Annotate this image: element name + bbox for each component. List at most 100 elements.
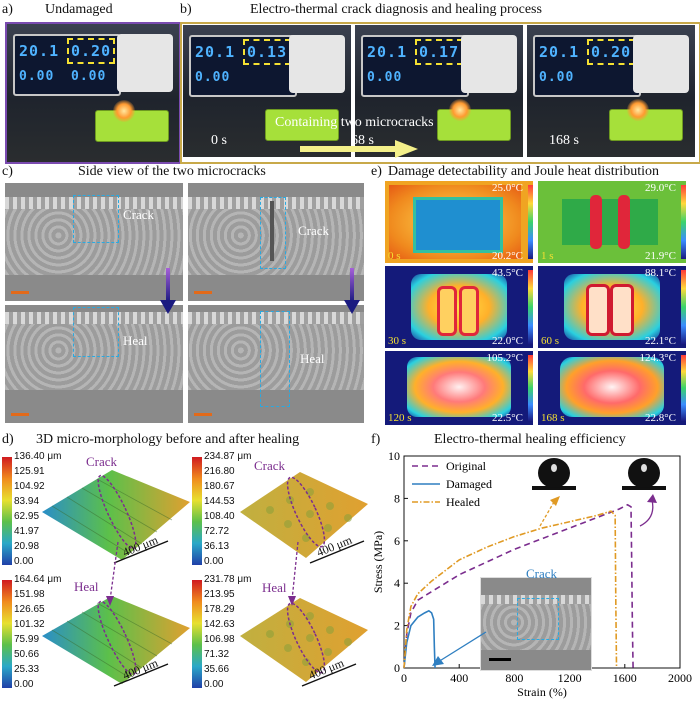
arrow-to-original-droplet xyxy=(639,494,657,527)
colorbar-tick: 164.64 μm xyxy=(14,574,62,585)
thermal-frame-0s: 25.0°C 0 s 20.2°C xyxy=(385,181,533,263)
current-readout: 0.20 xyxy=(591,43,632,61)
series-line-damaged xyxy=(403,609,436,669)
thermal-frame-1s: 29.0°C 1 s 21.9°C xyxy=(538,181,686,263)
panel-b-letter: b) xyxy=(180,2,192,17)
thermal-frame-168s: 124.3°C 168 s 22.8°C xyxy=(538,351,686,425)
current-readout: 0.17 xyxy=(419,43,460,61)
y-axis-label: Stress (MPa) xyxy=(371,531,385,593)
panel-a-letter: a) xyxy=(2,2,13,17)
time-label: 1 s xyxy=(541,250,554,262)
panel-d-title: 3D micro-morphology before and after hea… xyxy=(36,432,300,447)
tmin-label: 21.9°C xyxy=(645,250,676,262)
y-tick-label: 0 xyxy=(394,661,400,675)
droplet-original xyxy=(622,458,666,490)
surface-crack-2 xyxy=(240,472,368,558)
sem-heal-1: Heal xyxy=(5,305,183,423)
sample-board xyxy=(265,109,339,141)
droplet-healed xyxy=(532,458,576,490)
tmin-label: 22.5°C xyxy=(492,412,523,424)
crack-label: Crack xyxy=(123,207,155,222)
thermal-frame-60s: 88.1°C 60 s 22.1°C xyxy=(538,266,686,348)
y-tick-label: 8 xyxy=(394,491,400,505)
scale-bar xyxy=(11,291,29,294)
heal-label: Heal xyxy=(262,580,287,595)
scale-bar xyxy=(11,413,29,416)
time-label: 0 s xyxy=(388,250,401,262)
crack-highlight-box xyxy=(260,197,286,269)
readout-bottom-left: 0.00 xyxy=(19,69,55,84)
y-tick-label: 2 xyxy=(394,619,400,633)
surface-crack-1 xyxy=(42,470,190,560)
tmax-label: 124.3°C xyxy=(639,352,677,364)
colorbar-tick: 35.66 xyxy=(204,664,230,675)
colorbar-tick: 125.91 xyxy=(14,466,45,477)
supply-knobs xyxy=(117,34,173,92)
x-tick-label: 1200 xyxy=(558,671,582,685)
colorbar-tick: 213.95 xyxy=(204,589,235,600)
series-line-original xyxy=(403,503,634,669)
colorbar-tick: 0.00 xyxy=(14,679,34,690)
before-after-arrows xyxy=(106,541,299,606)
series-line-healed xyxy=(403,510,618,669)
scale-line xyxy=(113,663,169,687)
x-tick-label: 800 xyxy=(505,671,523,685)
time-label: 120 s xyxy=(388,412,412,424)
colorbar-tick: 71.32 xyxy=(204,649,230,660)
x-tick-label: 400 xyxy=(450,671,468,685)
colorbar-1 xyxy=(2,457,12,565)
colorbar-tick: 136.40 μm xyxy=(14,451,62,462)
down-arrow-left xyxy=(160,268,176,314)
tmax-label: 25.0°C xyxy=(492,182,523,194)
crack-label: Crack xyxy=(254,458,286,473)
scale-line xyxy=(301,663,357,687)
chart-series xyxy=(403,503,634,669)
colorbar-tick: 104.92 xyxy=(14,481,45,492)
crack-highlight-box xyxy=(73,195,119,243)
colorbar-tick: 41.97 xyxy=(14,526,40,537)
colorbar-tick: 106.98 xyxy=(204,634,235,645)
microcrack-annotation: Containing two microcracks xyxy=(275,115,434,130)
arrow-to-healed-droplet xyxy=(539,496,560,527)
current-readout: 0.13 xyxy=(247,43,288,61)
colorbar-3 xyxy=(2,580,12,688)
readout-bottom: 0.00 xyxy=(539,70,575,85)
undamaged-photo: 20.1 0.20 0.00 0.00 xyxy=(5,22,181,164)
down-arrow-right xyxy=(344,268,360,314)
surface-heal-2 xyxy=(240,598,368,682)
crack-line xyxy=(270,201,274,261)
panel-a-title: Undamaged xyxy=(45,2,113,17)
x-axis-label: Strain (%) xyxy=(517,685,567,699)
colorbar-tick: 126.65 xyxy=(14,604,45,615)
led-glow xyxy=(113,100,135,122)
panel-e-letter: e) xyxy=(371,164,382,179)
thermal-frame-30s: 43.5°C 30 s 22.0°C xyxy=(385,266,533,348)
tmin-label: 20.2°C xyxy=(492,250,523,262)
time-label: 30 s xyxy=(388,335,407,347)
tmin-label: 22.8°C xyxy=(645,412,676,424)
readout-bottom-right: 0.00 xyxy=(71,69,107,84)
tmin-label: 22.1°C xyxy=(645,335,676,347)
scale-line xyxy=(113,540,169,564)
colorbar-tick: 108.40 xyxy=(204,511,235,522)
colorbar-tick: 234.87 μm xyxy=(204,451,252,462)
transition-arrow xyxy=(300,140,418,158)
crack-label: Crack xyxy=(298,223,330,238)
current-readout: 0.20 xyxy=(71,42,112,60)
legend-label-healed: Healed xyxy=(446,495,480,509)
panel-f-title: Electro-thermal healing efficiency xyxy=(434,432,626,447)
sem-crack-2: Crack xyxy=(188,183,364,301)
colorbar-tick: 50.66 xyxy=(14,649,40,660)
heal-label: Heal xyxy=(123,333,148,348)
crack-highlight-box xyxy=(517,598,559,640)
panel-f-letter: f) xyxy=(371,432,381,447)
tmax-label: 43.5°C xyxy=(492,267,523,279)
arrow-to-damaged-curve xyxy=(432,631,487,666)
voltage-readout: 20.1 xyxy=(367,43,408,61)
current-highlight-box xyxy=(67,38,115,64)
readout-bottom: 0.00 xyxy=(195,70,231,85)
stress-strain-chart: 0 400 800 1200 1600 2000 0 2 4 6 8 10 Strain (%) Stre… xyxy=(371,449,692,699)
led-glow xyxy=(627,99,649,121)
colorbar-tick: 20.98 xyxy=(14,541,40,552)
y-tick-label: 10 xyxy=(388,449,400,463)
